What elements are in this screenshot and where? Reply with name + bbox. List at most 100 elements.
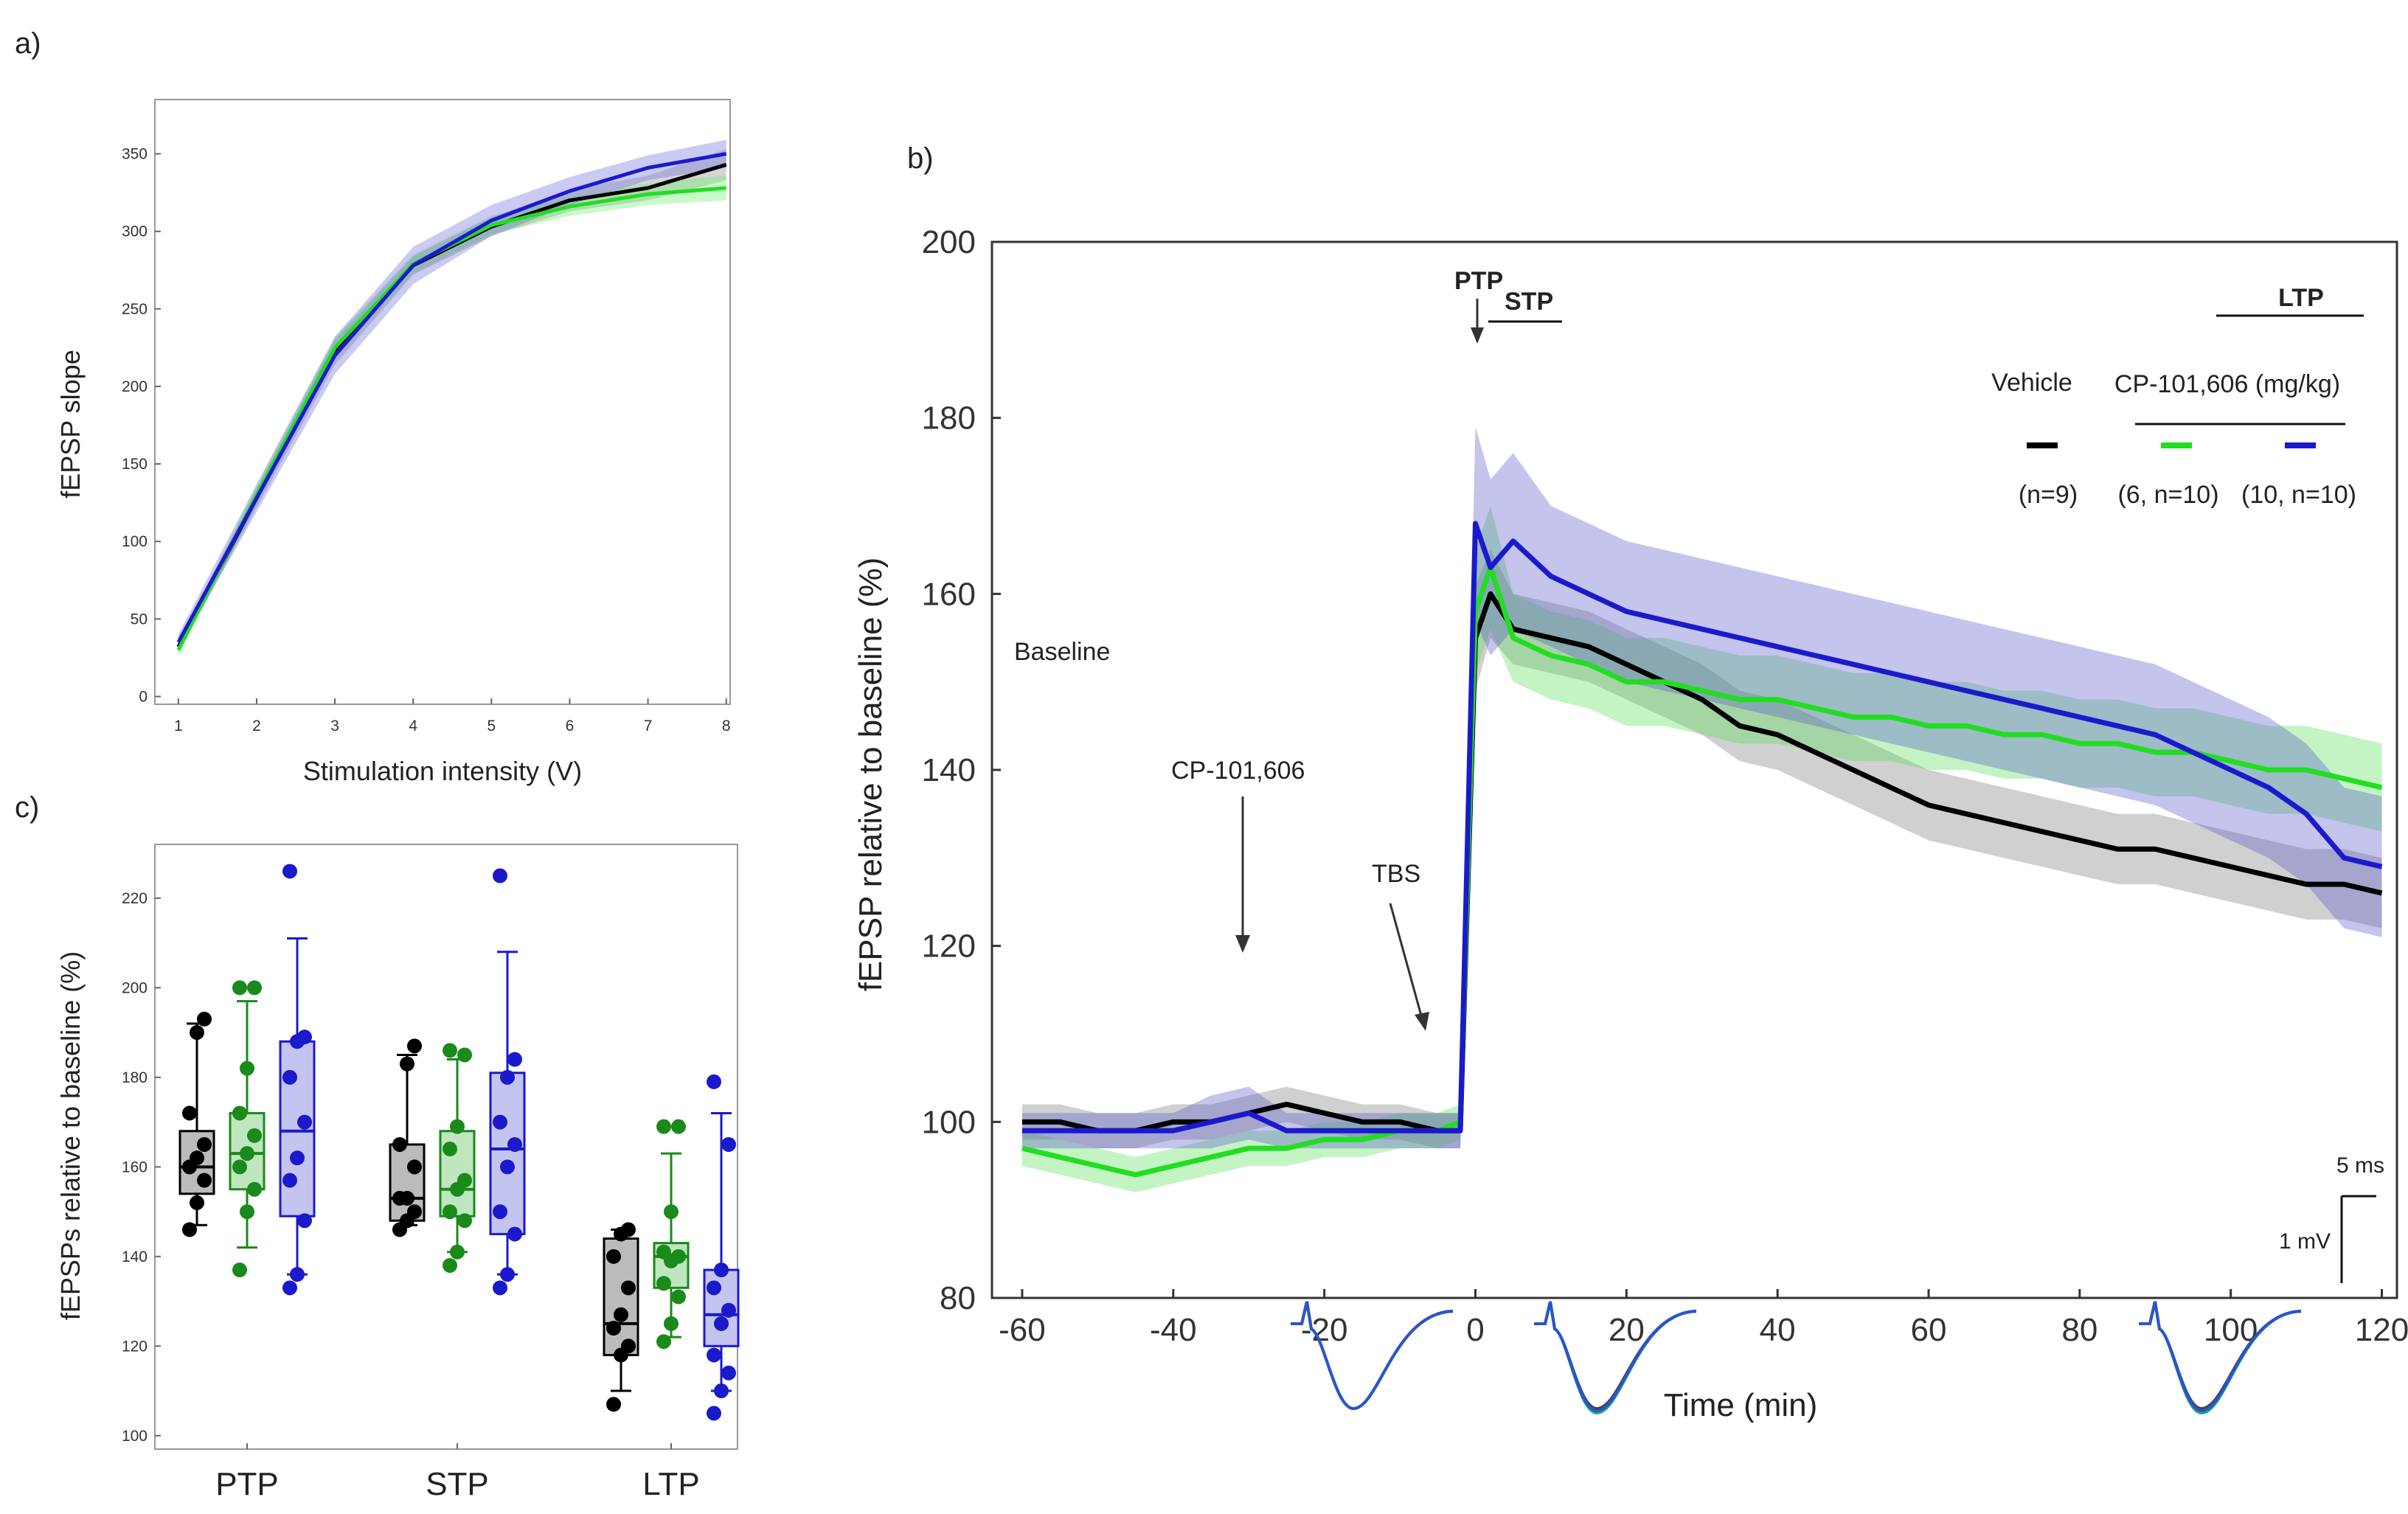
data-point-vehicle [400, 1056, 414, 1072]
data-point-cp10 [500, 1159, 515, 1175]
panel-b-frame [990, 240, 2398, 1299]
panel-a-xtick-label: 4 [409, 718, 417, 735]
panel-a-xtick-label: 3 [330, 718, 339, 735]
data-point-vehicle [392, 1136, 407, 1152]
panel-b-xtick-label: 100 [2204, 1312, 2258, 1348]
data-point-cp6 [247, 1128, 262, 1143]
data-point-cp10 [707, 1074, 721, 1089]
data-point-cp6 [443, 1043, 457, 1058]
data-point-vehicle [606, 1321, 621, 1336]
data-point-cp6 [664, 1316, 679, 1331]
data-point-cp10 [714, 1263, 729, 1278]
data-point-cp6 [240, 1204, 254, 1220]
panel-b-xtick-label: 0 [1466, 1312, 1484, 1348]
data-point-cp10 [707, 1347, 721, 1363]
panel-b-chart: -60 -40 -20 0 20 40 60 80 100 120 80 100 120 140 160 18… [922, 224, 2408, 1348]
panel-c-category-label: PTP [215, 1466, 279, 1502]
panel-b-ytick-label: 180 [922, 400, 976, 437]
panel-c-label: c) [15, 791, 39, 824]
panel-b-line-cp6 [1021, 565, 2383, 1178]
data-point-vehicle [197, 1011, 212, 1027]
panel-c-category-label: LTP [642, 1466, 699, 1502]
data-point-cp6 [240, 1060, 254, 1076]
panel-a-label: a) [15, 27, 41, 60]
legend-cp6-label: (6, n=10) [2117, 481, 2218, 509]
panel-b-ytick-label: 160 [922, 576, 976, 612]
data-point-cp10 [714, 1383, 729, 1399]
data-point-cp6 [457, 1047, 472, 1063]
panel-b-ytick-label: 140 [922, 752, 976, 788]
data-point-cp6 [450, 1119, 465, 1134]
data-point-vehicle [197, 1173, 212, 1188]
data-point-vehicle [407, 1038, 422, 1054]
data-point-cp6 [232, 1263, 247, 1278]
legend-vehicle-n: (n=9) [2019, 481, 2078, 509]
data-point-cp6 [664, 1204, 679, 1220]
data-point-cp6 [671, 1119, 686, 1134]
panel-b-label: b) [907, 142, 934, 175]
data-point-cp10 [500, 1069, 515, 1085]
data-point-cp6 [247, 980, 262, 996]
panel-b-ytick-label: 200 [922, 224, 976, 260]
panel-c-ytick-label: 220 [122, 890, 148, 907]
data-point-cp6 [656, 1334, 671, 1350]
panel-c-ytick-label: 120 [122, 1338, 148, 1355]
ptp-annotation: PTP [1454, 267, 1503, 295]
data-point-cp6 [656, 1276, 671, 1291]
panel-a-ytick-label: 200 [122, 378, 148, 395]
data-point-cp10 [290, 1267, 305, 1282]
panel-a-ylabel: fEPSP slope [55, 350, 86, 498]
data-point-cp10 [282, 1280, 297, 1296]
panel-c-ytick-label: 200 [122, 979, 148, 996]
example-traces [1291, 1301, 2302, 1415]
data-point-vehicle [400, 1190, 414, 1206]
panel-b-ytick-label: 80 [940, 1280, 976, 1316]
data-point-vehicle [197, 1136, 212, 1152]
drug-arrowhead [1235, 935, 1250, 953]
panel-a-xtick-label: 8 [722, 718, 731, 735]
data-point-cp10 [721, 1302, 736, 1318]
data-point-cp10 [707, 1406, 721, 1421]
panel-a-ytick-label: 300 [122, 223, 148, 240]
data-point-cp10 [290, 1150, 305, 1166]
data-point-cp10 [721, 1136, 736, 1152]
panel-b-xlabel: Time (min) [1664, 1387, 1818, 1423]
panel-b-ytick-label: 120 [922, 928, 976, 965]
panel-a-ytick-label: 0 [139, 688, 148, 705]
panel-a-ytick-label: 350 [122, 146, 148, 163]
panel-b-xtick-label: 20 [1609, 1312, 1645, 1348]
data-point-vehicle [407, 1159, 422, 1175]
data-point-cp6 [232, 1105, 247, 1121]
panel-a-xtick-label: 1 [174, 718, 183, 735]
data-point-cp6 [671, 1249, 686, 1264]
data-point-cp6 [443, 1204, 457, 1220]
panel-c-ytick-label: 180 [122, 1069, 148, 1086]
panel-c-ytick-label: 160 [122, 1159, 148, 1176]
panel-a-xtick-label: 6 [566, 718, 575, 735]
data-point-cp10 [297, 1114, 312, 1130]
panel-c-ytick-label: 140 [122, 1249, 148, 1265]
example-trace-cp10 [1534, 1301, 1697, 1413]
data-point-vehicle [182, 1105, 197, 1121]
data-point-cp6 [457, 1173, 472, 1188]
panel-a-line-cp10 [176, 152, 727, 644]
panel-b-xtick-label: 80 [2061, 1312, 2098, 1348]
data-point-cp10 [493, 868, 507, 883]
tbs-arrow [1389, 903, 1425, 1024]
panel-c-chart: 100 120 140 160 180 200 220 PTP STP LTP [122, 844, 740, 1502]
data-point-vehicle [190, 1150, 204, 1166]
panel-b-xtick-label: 40 [1760, 1312, 1796, 1348]
panel-b-ytick-label: 100 [922, 1104, 976, 1140]
data-point-cp6 [443, 1142, 457, 1157]
panel-c-category-label: STP [426, 1466, 489, 1502]
panel-b-xtick-label: -20 [1301, 1312, 1348, 1348]
data-point-cp10 [282, 1173, 297, 1188]
data-point-cp6 [457, 1213, 472, 1229]
panel-a-chart: 1 2 3 4 5 6 7 8 0 50 100 150 200 250 300 350 [122, 99, 731, 735]
stp-annotation: STP [1505, 288, 1553, 316]
panel-a-xtick-label: 7 [644, 718, 653, 735]
data-point-vehicle [407, 1204, 422, 1220]
panel-b-xtick-label: -60 [999, 1312, 1046, 1348]
data-point-cp6 [656, 1244, 671, 1260]
panel-a-ytick-label: 100 [122, 533, 148, 550]
